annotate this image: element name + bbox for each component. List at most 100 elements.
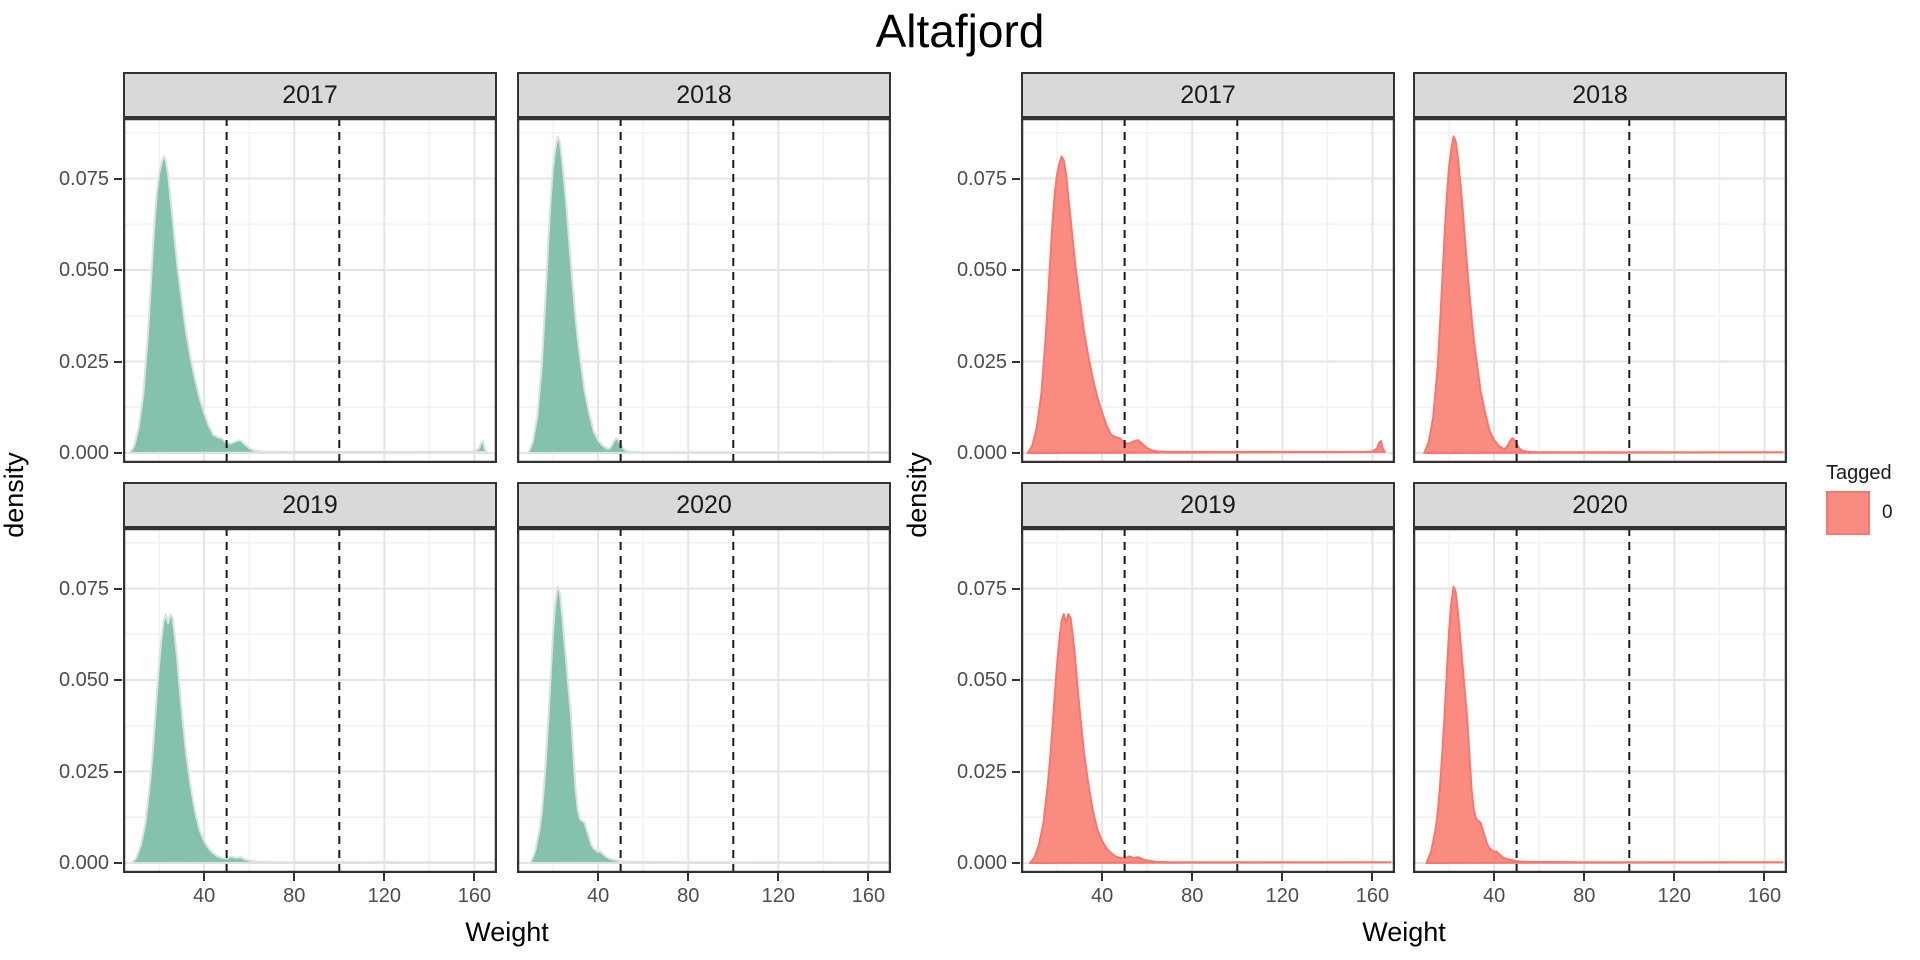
- y-tick-mark: [114, 862, 122, 864]
- facet-strip-label: 2017: [1180, 80, 1236, 109]
- y-tick-label: 0.050: [58, 259, 109, 281]
- y-tick-mark: [1012, 269, 1020, 271]
- facet-strip: 2017: [123, 72, 497, 118]
- x-tick-mark: [1493, 873, 1496, 881]
- y-tick-mark: [1012, 587, 1020, 590]
- panel-border: [1413, 118, 1787, 463]
- x-tick-label: 80: [283, 885, 306, 907]
- legend-title: Tagged: [1826, 462, 1892, 484]
- panel-border: [1413, 528, 1787, 873]
- density-panel-2020: [517, 528, 891, 873]
- chart-title: Altafjord: [875, 5, 1045, 57]
- y-tick-mark: [114, 177, 122, 180]
- panel-border: [1021, 118, 1395, 463]
- x-tick-label: 160: [1747, 885, 1782, 907]
- panel-border: [1021, 528, 1395, 873]
- facet-strip-label: 2019: [282, 490, 338, 519]
- y-tick-mark: [114, 452, 122, 454]
- density-panel-2019: [123, 528, 497, 873]
- x-tick-label: 40: [1482, 885, 1506, 907]
- facet-strip: 2020: [1413, 482, 1787, 528]
- x-tick-mark: [1281, 873, 1284, 881]
- y-tick-label: 0.075: [956, 577, 1007, 600]
- x-tick-mark: [203, 873, 206, 881]
- density-panel-2018: [517, 118, 891, 463]
- facet-strip-label: 2020: [1572, 490, 1628, 519]
- y-tick-mark: [1012, 177, 1020, 180]
- y-tick-label: 0.075: [58, 577, 109, 600]
- y-tick-mark: [114, 587, 122, 590]
- x-tick-label: 120: [761, 885, 796, 907]
- facet-strip: 2019: [123, 482, 497, 528]
- y-tick-label: 0.025: [58, 760, 109, 783]
- y-tick-label: 0.025: [956, 760, 1007, 783]
- y-tick-mark: [114, 770, 122, 773]
- x-tick-mark: [1101, 873, 1104, 881]
- density-panel-2019: [1021, 528, 1395, 873]
- x-tick-label: 40: [586, 885, 610, 907]
- legend-key-row: 0: [1826, 491, 1893, 535]
- density-area: [529, 585, 888, 864]
- density-panel-2017: [123, 118, 497, 463]
- density-area: [1425, 585, 1784, 864]
- y-tick-label: 0.000: [58, 852, 109, 874]
- facet-strip: 2020: [517, 482, 891, 528]
- x-tick-label: 80: [1181, 885, 1204, 907]
- legend-key-label: 0: [1882, 502, 1893, 523]
- density-area: [527, 135, 888, 454]
- x-tick-label: 160: [851, 885, 886, 907]
- density-area: [1026, 155, 1386, 454]
- density-panel-2020: [1413, 528, 1787, 873]
- facet-strip-label: 2020: [676, 490, 732, 519]
- y-tick-mark: [1012, 679, 1020, 681]
- facet-strip: 2017: [1021, 72, 1395, 118]
- x-tick-label: 160: [457, 885, 492, 907]
- facet-strip-label: 2018: [1572, 80, 1628, 109]
- x-tick-label: 80: [677, 885, 700, 907]
- legend-key-tagged-0: [1826, 491, 1870, 535]
- facet-strip-label: 2018: [676, 80, 732, 109]
- legend: Tagged 0: [1826, 462, 1893, 535]
- x-tick-mark: [293, 873, 296, 881]
- x-tick-mark: [777, 873, 780, 881]
- y-tick-mark: [114, 360, 122, 363]
- density-panel-2018: [1413, 118, 1787, 463]
- x-tick-mark: [597, 873, 600, 881]
- panel-border: [517, 528, 891, 873]
- y-tick-mark: [1012, 862, 1020, 864]
- y-tick-mark: [1012, 452, 1020, 454]
- density-area: [1423, 135, 1784, 454]
- panel-border: [123, 528, 497, 873]
- x-tick-label: 40: [1090, 885, 1114, 907]
- y-tick-label: 0.000: [58, 442, 109, 464]
- facet-strip-label: 2019: [1180, 490, 1236, 519]
- facet-strip: 2018: [517, 72, 891, 118]
- x-tick-mark: [1371, 873, 1374, 881]
- density-area: [131, 613, 494, 864]
- y-tick-label: 0.075: [58, 167, 109, 190]
- x-tick-label: 120: [1657, 885, 1692, 907]
- facet-strip: 2019: [1021, 482, 1395, 528]
- x-tick-label: 80: [1573, 885, 1596, 907]
- x-axis-title: Weight: [465, 917, 549, 947]
- y-tick-label: 0.075: [956, 167, 1007, 190]
- x-tick-mark: [1583, 873, 1586, 881]
- x-tick-label: 40: [192, 885, 216, 907]
- y-tick-mark: [1012, 770, 1020, 773]
- density-panel-2017: [1021, 118, 1395, 463]
- y-tick-mark: [114, 269, 122, 271]
- x-tick-mark: [473, 873, 476, 881]
- x-tick-mark: [1673, 873, 1676, 881]
- y-tick-label: 0.000: [956, 442, 1007, 464]
- y-tick-label: 0.050: [58, 669, 109, 691]
- x-tick-mark: [867, 873, 870, 881]
- x-tick-mark: [383, 873, 386, 881]
- x-axis-title: Weight: [1362, 917, 1446, 947]
- y-tick-mark: [1012, 360, 1020, 363]
- y-tick-label: 0.025: [58, 350, 109, 373]
- x-tick-label: 120: [1265, 885, 1300, 907]
- density-area: [1029, 613, 1392, 864]
- x-tick-mark: [687, 873, 690, 881]
- panel-border: [517, 118, 891, 463]
